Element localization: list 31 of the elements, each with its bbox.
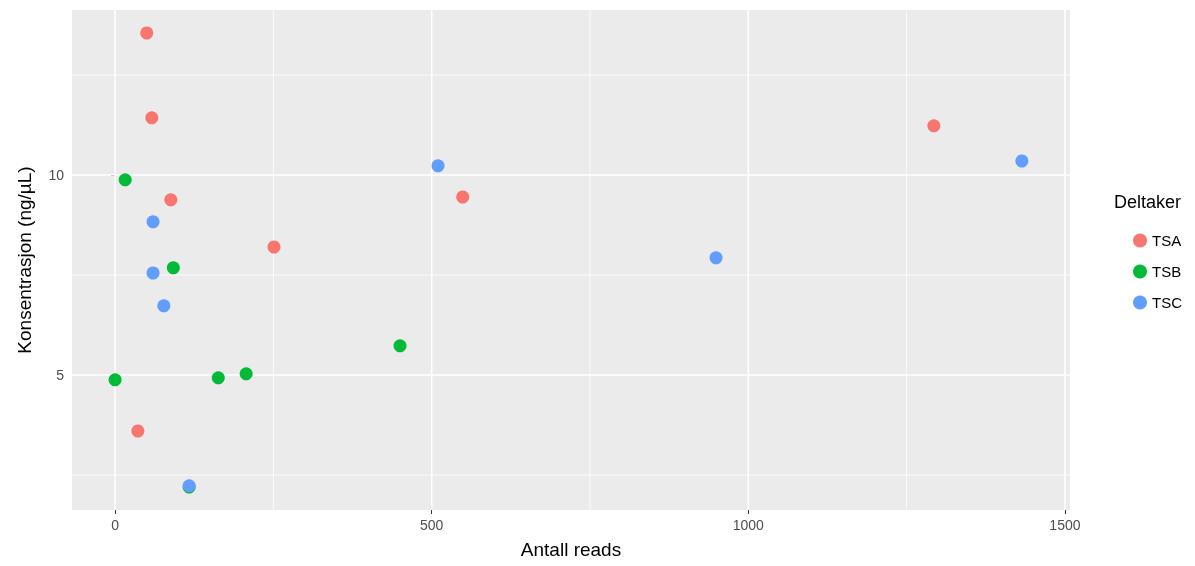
legend-label: TSC: [1152, 294, 1183, 311]
point: [166, 261, 180, 275]
point: [164, 193, 178, 207]
x-axis-title: Antall reads: [520, 539, 622, 560]
point: [131, 424, 145, 438]
point: [456, 190, 470, 204]
point: [927, 119, 941, 133]
y-axis-title: Konsentrasjon (ng/µL): [14, 166, 35, 354]
point: [709, 251, 723, 265]
x-tick-label: 500: [420, 517, 444, 533]
point: [157, 299, 171, 313]
x-tick-label: 1500: [1049, 517, 1081, 533]
point: [108, 373, 122, 387]
y-tick-label: 10: [48, 167, 65, 183]
point: [239, 367, 253, 381]
point: [118, 173, 132, 187]
legend-label: TSA: [1152, 232, 1182, 249]
point: [145, 111, 159, 125]
x-tick-label: 1000: [732, 517, 765, 533]
point: [140, 26, 154, 40]
point: [267, 240, 281, 254]
point: [1015, 154, 1029, 168]
point: [431, 159, 445, 173]
x-tick-label: 0: [111, 517, 120, 533]
point: [211, 371, 225, 385]
legend-label: TSB: [1152, 263, 1182, 280]
point: [393, 339, 407, 353]
y-tick-label: 5: [56, 367, 65, 383]
point: [146, 266, 160, 280]
point: [146, 215, 160, 229]
legend-title: Deltaker: [1113, 192, 1182, 212]
